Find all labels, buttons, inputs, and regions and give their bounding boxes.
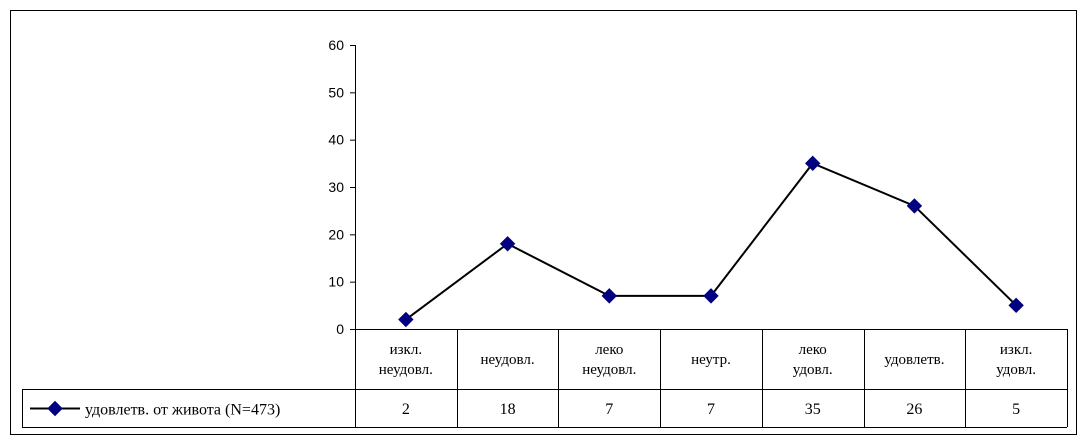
data-point bbox=[906, 198, 923, 214]
category-label: удовлетв. bbox=[884, 352, 944, 368]
category-label: изкл. bbox=[390, 342, 422, 358]
data-value-label: 7 bbox=[605, 401, 613, 418]
category-label: неудовл. bbox=[481, 352, 535, 368]
y-tick-label: 0 bbox=[336, 321, 344, 337]
y-tick-label: 10 bbox=[328, 274, 344, 290]
data-point bbox=[1008, 297, 1024, 314]
category-label: неудовл. bbox=[582, 362, 636, 378]
data-value-label: 5 bbox=[1012, 401, 1020, 418]
y-tick-label: 50 bbox=[328, 84, 344, 100]
data-value-label: 26 bbox=[906, 401, 922, 418]
legend-marker bbox=[47, 400, 63, 417]
data-value-label: 35 bbox=[805, 401, 821, 418]
y-tick-label: 30 bbox=[328, 179, 344, 195]
category-label: леко bbox=[799, 342, 827, 358]
data-point bbox=[805, 155, 821, 172]
category-label: изкл. bbox=[1000, 342, 1032, 358]
category-label: леко bbox=[595, 342, 623, 358]
y-tick-label: 20 bbox=[328, 226, 344, 242]
category-label: неутр. bbox=[691, 352, 731, 368]
category-label: удовл. bbox=[996, 362, 1036, 378]
category-label: неудовл. bbox=[379, 362, 433, 378]
data-value-label: 2 bbox=[402, 401, 410, 418]
data-point bbox=[499, 236, 516, 252]
y-tick-label: 60 bbox=[328, 37, 344, 53]
data-point bbox=[398, 311, 414, 328]
legend-label: удовлетв. от живота (N=473) bbox=[85, 402, 280, 419]
y-tick-label: 40 bbox=[328, 132, 344, 148]
data-value-label: 7 bbox=[707, 401, 715, 418]
category-label: удовл. bbox=[793, 362, 833, 378]
data-point bbox=[703, 288, 719, 304]
data-value-label: 18 bbox=[500, 401, 516, 418]
data-point bbox=[601, 288, 617, 304]
chart-frame bbox=[10, 10, 1077, 435]
